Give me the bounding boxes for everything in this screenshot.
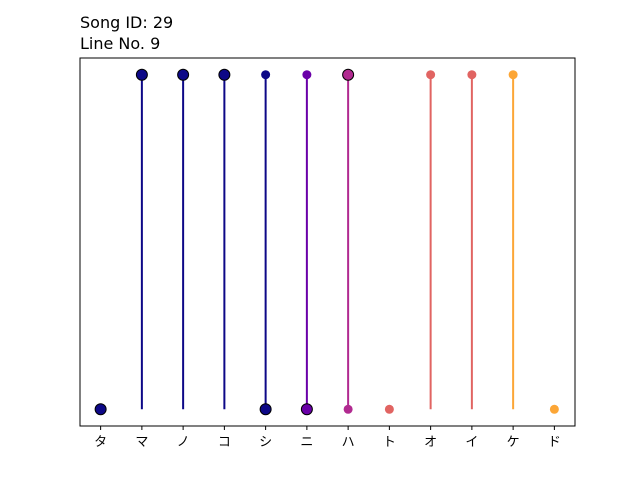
- stem-top-marker: [302, 70, 312, 80]
- x-tick-label: オ: [424, 435, 437, 450]
- x-tick-label: ド: [548, 435, 561, 450]
- x-tick-label: ハ: [342, 435, 355, 450]
- stem-bottom-marker: [300, 403, 313, 416]
- stem-bottom-marker: [549, 404, 559, 414]
- chart-title-line-1: Song ID: 29: [80, 13, 173, 32]
- plot-area: タマノコシニハトオイケド: [79, 57, 576, 450]
- stem-top-marker: [508, 70, 518, 80]
- x-tick-label: ケ: [507, 435, 520, 450]
- stem-bottom-marker: [94, 403, 107, 416]
- stem-bottom-marker: [343, 404, 353, 414]
- stem-bottom-marker: [384, 404, 394, 414]
- stem-top-marker: [218, 68, 231, 81]
- x-tick-label: ノ: [177, 435, 190, 450]
- x-tick-label: シ: [259, 435, 272, 450]
- x-tick-label: コ: [218, 435, 231, 450]
- stem-top-marker: [177, 68, 190, 81]
- stem-bottom-marker: [259, 403, 272, 416]
- axes-frame: [79, 57, 576, 427]
- x-tick-label: マ: [135, 435, 148, 450]
- x-tick-label: ニ: [300, 435, 313, 450]
- stem-top-marker: [261, 70, 271, 80]
- x-tick-label: タ: [94, 435, 107, 450]
- x-tick-label: イ: [465, 435, 478, 450]
- x-tick-label: ト: [383, 435, 396, 450]
- stem-top-marker: [342, 68, 355, 81]
- stem-top-marker: [467, 70, 477, 80]
- stem-top-marker: [135, 68, 148, 81]
- stem-top-marker: [426, 70, 436, 80]
- chart-title-line-2: Line No. 9: [80, 34, 160, 53]
